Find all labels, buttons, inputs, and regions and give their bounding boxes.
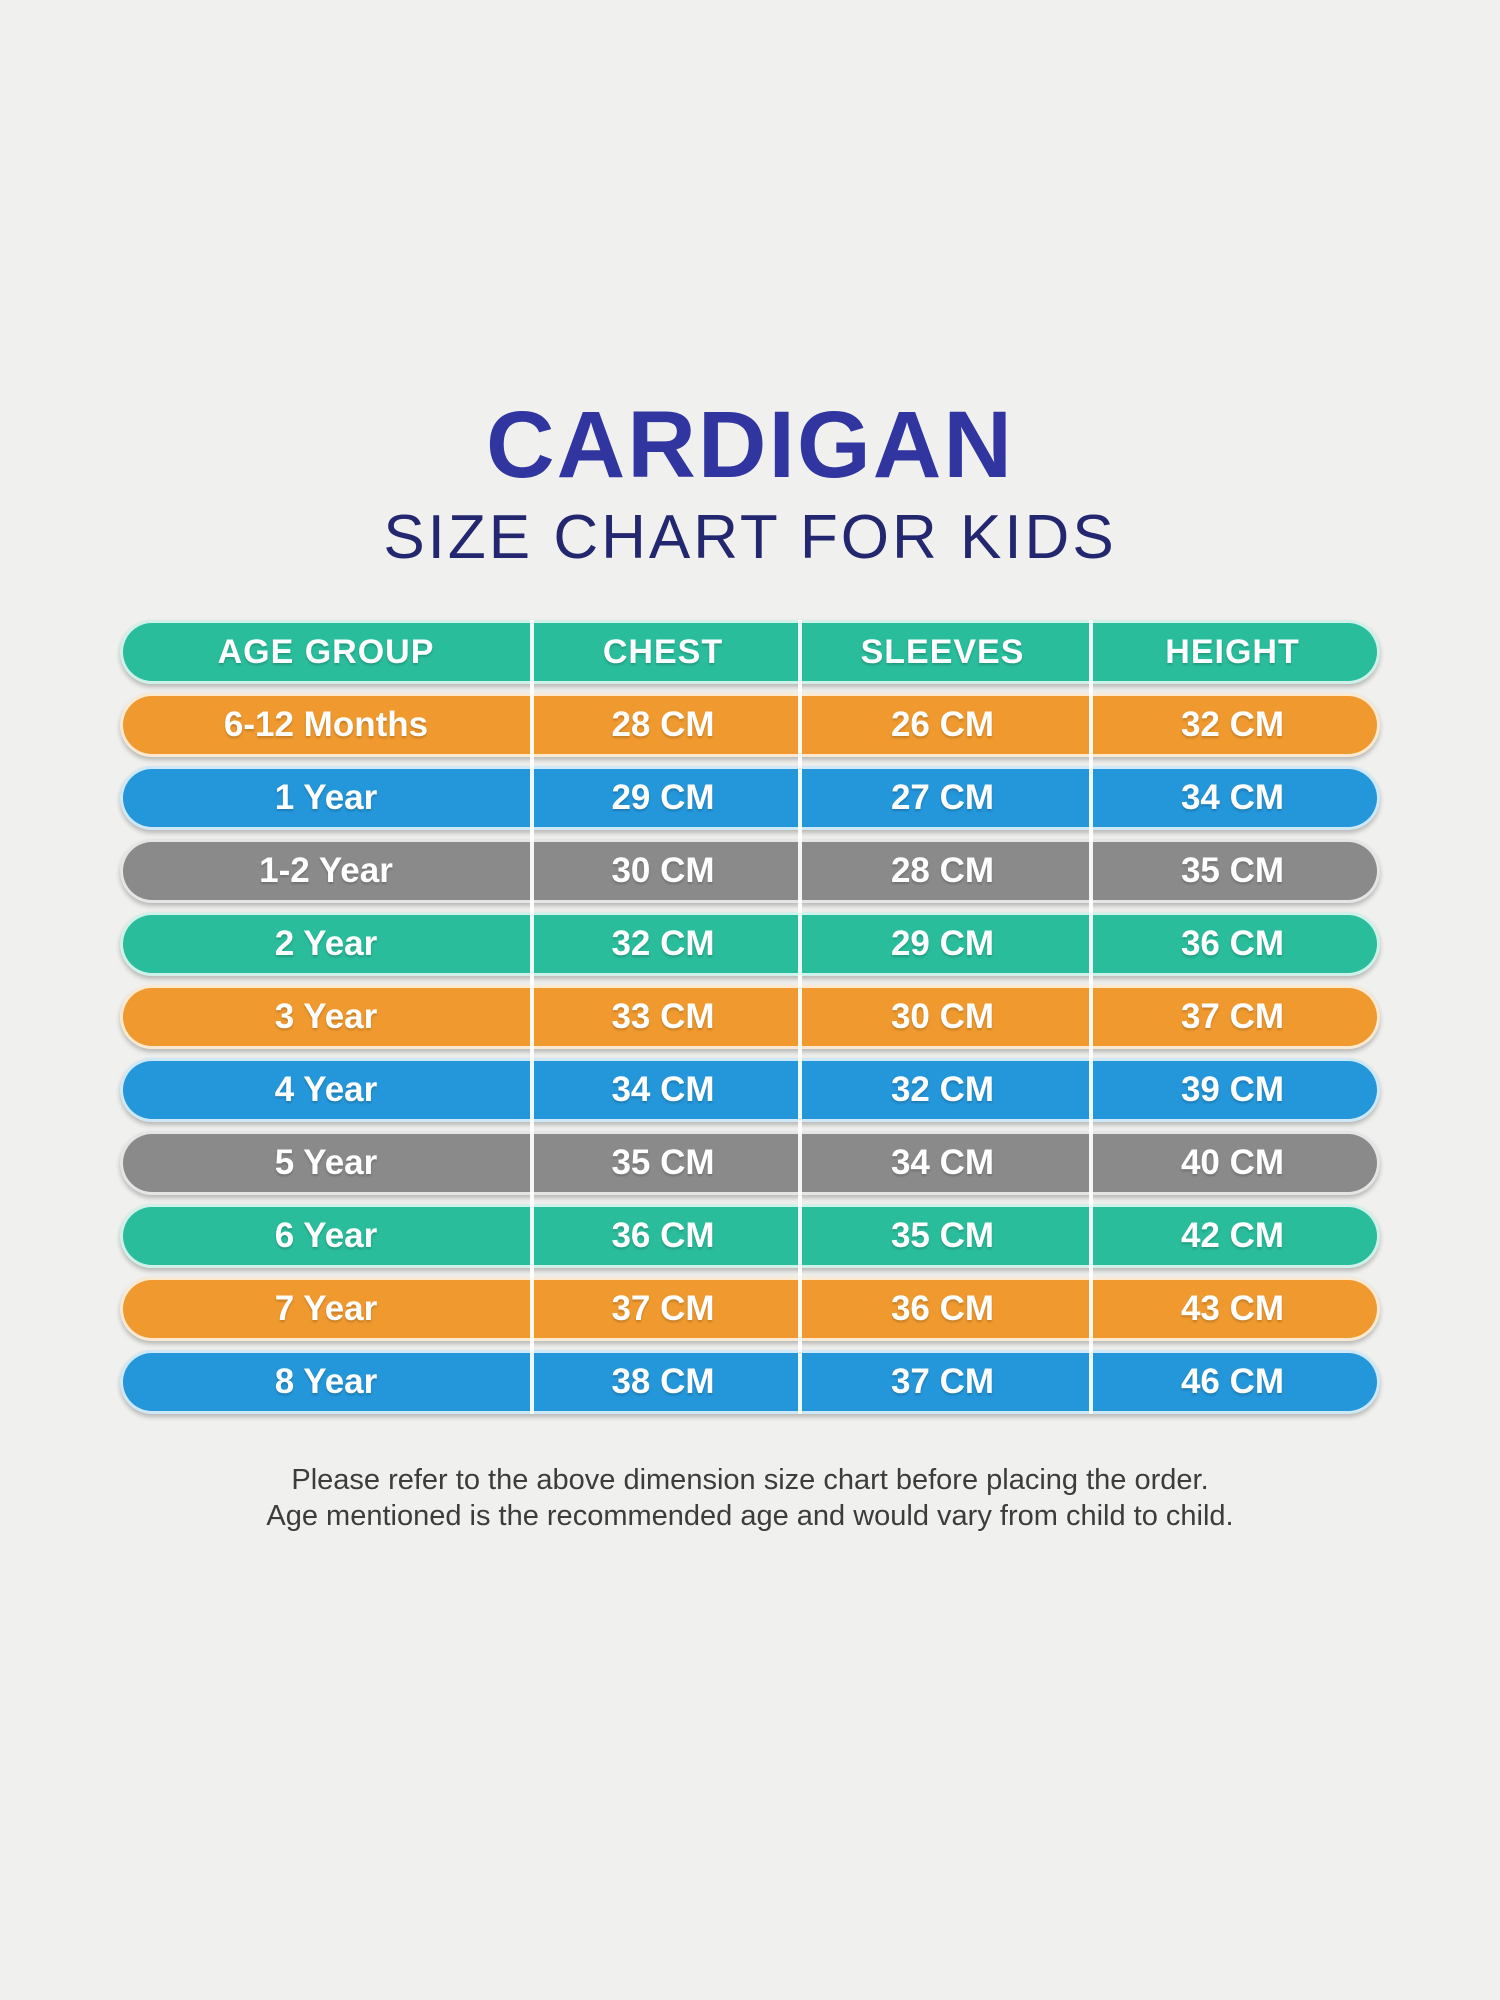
cell-height: 37 CM: [1180, 997, 1285, 1036]
cell-sleeves: 30 CM: [890, 997, 995, 1036]
cell-age-group: 7 Year: [274, 1289, 378, 1328]
cell-age-group: 6-12 Months: [223, 705, 429, 744]
table-row: 5 Year 35 CM 34 CM 40 CM: [120, 1131, 1380, 1195]
cell-chest: 30 CM: [611, 851, 715, 890]
cell-sleeves: 29 CM: [890, 924, 995, 963]
page-title: CARDIGAN: [486, 392, 1014, 498]
cell-height: 46 CM: [1180, 1362, 1285, 1401]
table-row: 1-2 Year 30 CM 28 CM 35 CM: [120, 839, 1380, 903]
title-block: CARDIGAN SIZE CHART FOR KIDS: [0, 398, 1500, 569]
cell-sleeves: 28 CM: [890, 851, 995, 890]
cell-age-group: 5 Year: [274, 1143, 378, 1182]
cell-chest: 35 CM: [611, 1143, 715, 1182]
cell-age-group: 2 Year: [274, 924, 378, 963]
table-row: 1 Year 29 CM 27 CM 34 CM: [120, 766, 1380, 830]
footer-note: Please refer to the above dimension size…: [0, 1462, 1500, 1534]
cell-chest: 32 CM: [611, 924, 715, 963]
cell-height: 32 CM: [1180, 705, 1285, 744]
cell-height: 35 CM: [1180, 851, 1285, 890]
cell-chest: 37 CM: [611, 1289, 715, 1328]
footer-line-1: Please refer to the above dimension size…: [291, 1464, 1209, 1496]
cell-chest: 33 CM: [611, 997, 715, 1036]
column-header-chest: CHEST: [602, 632, 724, 671]
cell-sleeves: 27 CM: [890, 778, 995, 817]
cell-sleeves: 32 CM: [890, 1070, 995, 1109]
cell-height: 42 CM: [1180, 1216, 1285, 1255]
page-subtitle: SIZE CHART FOR KIDS: [383, 503, 1117, 572]
cell-sleeves: 37 CM: [890, 1362, 995, 1401]
table-row: 6-12 Months 28 CM 26 CM 32 CM: [120, 693, 1380, 757]
cell-height: 36 CM: [1180, 924, 1285, 963]
table-row: 3 Year 33 CM 30 CM 37 CM: [120, 985, 1380, 1049]
cell-sleeves: 34 CM: [890, 1143, 995, 1182]
cell-height: 43 CM: [1180, 1289, 1285, 1328]
table-row: 7 Year 37 CM 36 CM 43 CM: [120, 1277, 1380, 1341]
column-header-age-group: AGE GROUP: [217, 632, 435, 671]
cell-sleeves: 26 CM: [890, 705, 995, 744]
cell-age-group: 3 Year: [274, 997, 378, 1036]
cell-height: 34 CM: [1180, 778, 1285, 817]
footer-line-2: Age mentioned is the recommended age and…: [266, 1500, 1234, 1532]
cell-sleeves: 36 CM: [890, 1289, 995, 1328]
cell-age-group: 1-2 Year: [259, 851, 393, 890]
cell-age-group: 6 Year: [274, 1216, 378, 1255]
cell-chest: 29 CM: [611, 778, 715, 817]
cell-height: 40 CM: [1180, 1143, 1285, 1182]
size-table: AGE GROUP CHEST SLEEVES HEIGHT 6-12 Mont…: [120, 620, 1380, 1423]
table-row: 8 Year 38 CM 37 CM 46 CM: [120, 1350, 1380, 1414]
table-row: 6 Year 36 CM 35 CM 42 CM: [120, 1204, 1380, 1268]
cell-age-group: 4 Year: [274, 1070, 378, 1109]
column-header-sleeves: SLEEVES: [860, 632, 1025, 671]
cell-age-group: 1 Year: [274, 778, 378, 817]
cell-height: 39 CM: [1180, 1070, 1285, 1109]
cell-chest: 36 CM: [611, 1216, 715, 1255]
column-header-height: HEIGHT: [1165, 632, 1300, 671]
table-row: 4 Year 34 CM 32 CM 39 CM: [120, 1058, 1380, 1122]
cell-chest: 28 CM: [611, 705, 715, 744]
table-row: 2 Year 32 CM 29 CM 36 CM: [120, 912, 1380, 976]
table-header-row: AGE GROUP CHEST SLEEVES HEIGHT: [120, 620, 1380, 684]
cell-chest: 34 CM: [611, 1070, 715, 1109]
cell-age-group: 8 Year: [274, 1362, 378, 1401]
cell-sleeves: 35 CM: [890, 1216, 995, 1255]
cell-chest: 38 CM: [611, 1362, 715, 1401]
